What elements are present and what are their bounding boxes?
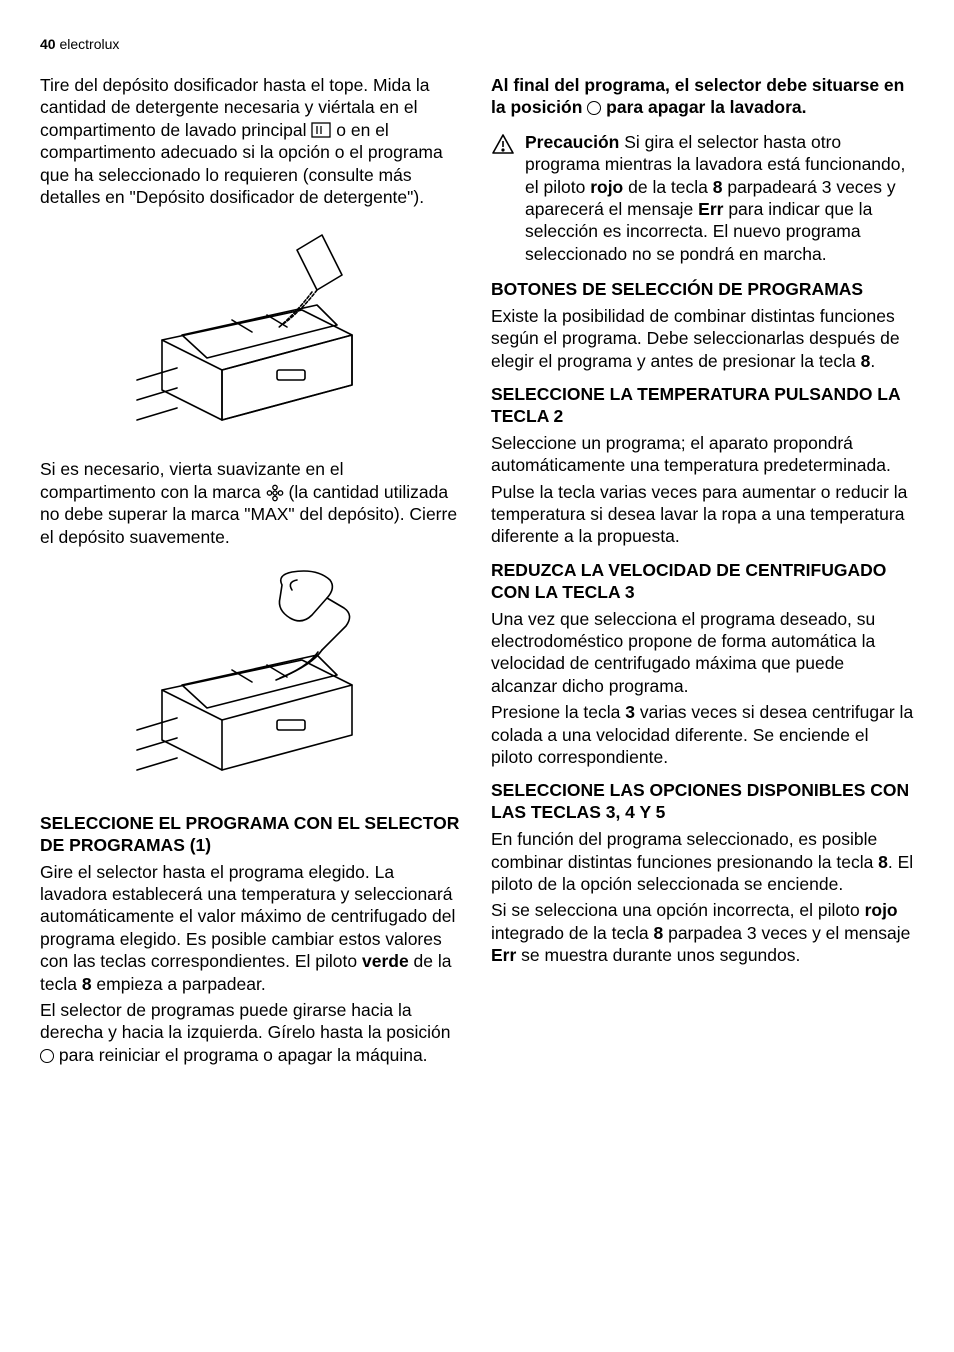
off-position-icon xyxy=(587,101,601,115)
text: integrado de la tecla xyxy=(491,923,653,943)
text: Existe la posibilidad de combinar distin… xyxy=(491,306,900,371)
text: de la tecla xyxy=(623,177,713,197)
right-para-5: Presione la tecla 3 varias veces si dese… xyxy=(491,701,914,768)
right-heading-3: REDUZCA LA VELOCIDAD DE CENTRIFUGADO CON… xyxy=(491,560,914,604)
text-bold: 8 xyxy=(82,974,92,994)
text-bold: rojo xyxy=(865,900,898,920)
right-top-bold: Al final del programa, el selector debe … xyxy=(491,74,914,119)
right-para-4: Una vez que selecciona el programa desea… xyxy=(491,608,914,698)
page-header: 40 electrolux xyxy=(40,36,914,52)
right-heading-4: SELECCIONE LAS OPCIONES DISPONIBLES CON … xyxy=(491,780,914,824)
left-para-2: Si es necesario, vierta suavizante en el… xyxy=(40,458,463,548)
text-bold: 8 xyxy=(878,852,888,872)
left-para-3: Gire el selector hasta el programa elegi… xyxy=(40,861,463,995)
text-bold: Err xyxy=(698,199,723,219)
off-position-icon xyxy=(40,1049,54,1063)
text-bold: 3 xyxy=(625,702,635,722)
brand-label: electrolux xyxy=(59,36,119,52)
text: Si se selecciona una opción incorrecta, … xyxy=(491,900,865,920)
softener-flower-icon xyxy=(266,484,284,502)
text: En función del programa seleccionado, es… xyxy=(491,829,878,871)
right-heading-2: SELECCIONE LA TEMPERATURA PULSANDO LA TE… xyxy=(491,384,914,428)
text: empieza a parpadear. xyxy=(92,974,266,994)
compartment-icon xyxy=(311,122,331,138)
right-para-2: Seleccione un programa; el aparato propo… xyxy=(491,432,914,477)
caution-block: Precaución Si gira el selector hasta otr… xyxy=(491,131,914,265)
text: se muestra durante unos segundos. xyxy=(516,945,800,965)
text: . xyxy=(870,351,875,371)
content-columns: Tire del depósito dosificador hasta el t… xyxy=(40,74,914,1078)
caution-icon xyxy=(491,131,515,265)
text: para apagar la lavadora. xyxy=(601,97,806,117)
right-para-6: En función del programa seleccionado, es… xyxy=(491,828,914,895)
figure-detergent-drawer xyxy=(40,220,463,440)
right-para-3: Pulse la tecla varias veces para aumenta… xyxy=(491,481,914,548)
text-bold: rojo xyxy=(590,177,623,197)
figure-softener-pour xyxy=(40,560,463,795)
left-para-1: Tire del depósito dosificador hasta el t… xyxy=(40,74,463,208)
page-number: 40 xyxy=(40,36,56,52)
text: El selector de programas puede girarse h… xyxy=(40,1000,451,1042)
left-column: Tire del depósito dosificador hasta el t… xyxy=(40,74,463,1078)
text-bold: Precaución xyxy=(525,132,619,152)
right-para-1: Existe la posibilidad de combinar distin… xyxy=(491,305,914,372)
text: para reiniciar el programa o apagar la m… xyxy=(54,1045,428,1065)
caution-text: Precaución Si gira el selector hasta otr… xyxy=(525,131,914,265)
text-bold: Err xyxy=(491,945,516,965)
right-column: Al final del programa, el selector debe … xyxy=(491,74,914,1078)
left-para-4: El selector de programas puede girarse h… xyxy=(40,999,463,1066)
text: Presione la tecla xyxy=(491,702,625,722)
text-bold: 8 xyxy=(861,351,871,371)
text-bold: verde xyxy=(362,951,409,971)
right-heading-1: BOTONES DE SELECCIÓN DE PROGRAMAS xyxy=(491,279,914,301)
text-bold: 8 xyxy=(653,923,663,943)
left-heading-1: SELECCIONE EL PROGRAMA CON EL SELECTOR D… xyxy=(40,813,463,857)
right-para-7: Si se selecciona una opción incorrecta, … xyxy=(491,899,914,966)
text: parpadea 3 veces y el mensaje xyxy=(663,923,910,943)
